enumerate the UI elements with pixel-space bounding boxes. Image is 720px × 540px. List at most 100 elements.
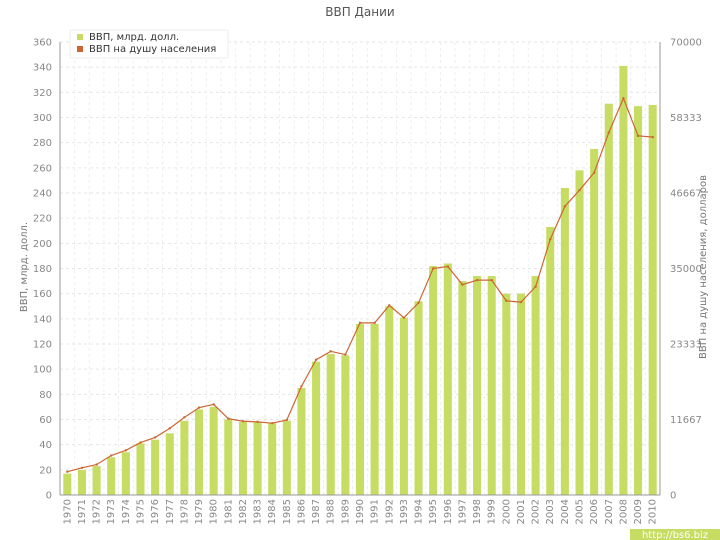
line-point [549,238,552,241]
bar [195,409,204,495]
y-tick-label-left: 60 [39,415,52,426]
y-axis-left-title: ВВП, млрд. долл. [19,222,30,312]
bar [77,469,86,495]
legend-label-gdp-per-capita: ВВП на душу населения [89,44,216,55]
x-tick-label: 2002 [531,499,542,524]
x-tick-label: 1980 [209,499,220,524]
x-tick-label: 1989 [340,499,351,524]
bar [297,388,306,495]
y-tick-label-right: 0 [670,491,676,502]
line-point [314,358,318,361]
bar [326,354,335,495]
line-point [607,131,610,134]
x-tick-label: 1971 [77,499,88,524]
bar [180,420,189,495]
y-tick-label-right: 46667 [670,188,702,199]
line-point [285,418,289,422]
y-tick-label-left: 0 [46,491,52,502]
y-axis-right-title: ВВП на душу населения, долларов [698,175,709,359]
line-point [197,406,201,409]
bar [136,443,145,495]
line-point [388,304,391,307]
line-point [519,300,523,304]
x-tick-label: 1991 [370,499,381,524]
bar [502,293,511,495]
bar [634,106,643,496]
line-point [66,470,69,473]
line-point [300,385,303,388]
line-point [329,350,332,353]
y-tick-label-left: 320 [33,88,52,99]
y-axis-left-ticks: 0 20 40 60 80 100 120 140 160 180 200 220 240 260 280 3… [33,38,52,502]
line-point [578,188,581,192]
line-series [66,96,654,473]
line-point [270,421,274,425]
bar [414,301,423,495]
x-tick-label: 2008 [618,499,629,524]
legend-swatch-gdp-per-capita [77,46,83,52]
bar [487,276,496,495]
y-tick-label-left: 160 [33,289,52,300]
bar [575,170,584,495]
bar [107,457,116,495]
line-point [124,449,128,452]
line-point [490,278,493,282]
y-tick-label-left: 180 [33,264,52,275]
x-tick-label: 1974 [121,499,132,524]
line-point [373,321,376,325]
line-point [110,454,113,457]
bar [253,422,262,495]
x-tick-label: 1977 [165,499,176,524]
line-point [95,463,98,466]
bar [121,452,130,495]
bar [312,361,321,495]
x-tick-label: 1990 [355,499,366,524]
y-tick-label-left: 20 [39,465,52,476]
legend: ВВП, млрд. долл. ВВП на душу населения [69,29,229,59]
y-tick-label-left: 140 [33,314,52,325]
y-axis-right-ticks: 0 11667 23333 35000 46667 58333 70000 [670,38,702,502]
bar [648,104,657,496]
x-tick-label: 1970 [62,499,73,524]
x-tick-label: 1999 [487,499,498,524]
bar [531,276,540,495]
y-tick-label-left: 120 [33,340,52,351]
x-tick-label: 1976 [150,499,161,524]
x-tick-label: 1987 [311,499,322,524]
x-tick-label: 1996 [443,499,454,524]
bar [92,466,101,495]
x-tick-label: 1995 [428,499,439,524]
line-point [431,267,435,270]
x-axis-ticks: 1970 1971 1972 1973 1974 1975 1976 1977 1978 1979… [62,499,658,524]
line-point [153,436,157,439]
line-point [402,316,406,319]
x-tick-label: 1973 [106,499,117,524]
legend-swatch-gdp [77,34,83,40]
bar [560,187,569,495]
line-point [651,135,654,139]
x-tick-label: 2006 [589,499,600,524]
x-tick-label: 1978 [179,499,190,524]
x-tick-label: 1984 [267,499,278,524]
watermark-text: http://bs6.biz [642,530,708,540]
line-point [139,441,142,444]
y-tick-label-left: 260 [33,163,52,174]
bar [458,281,467,495]
bar [516,293,525,495]
x-tick-label: 2003 [545,499,556,524]
line-point [446,265,450,268]
bar [165,433,174,495]
x-tick-label: 1992 [384,499,395,524]
watermark-background [630,529,720,540]
y-tick-label-left: 100 [33,365,52,376]
y-tick-label-left: 240 [33,189,52,200]
bar [268,423,277,495]
legend-box [69,29,229,59]
x-tick-label: 2005 [575,499,586,524]
line-point [183,416,186,419]
bar [341,355,350,495]
x-tick-label: 1975 [135,499,146,524]
line-point [212,403,215,406]
x-tick-label: 1979 [194,499,205,524]
bar [429,265,438,495]
